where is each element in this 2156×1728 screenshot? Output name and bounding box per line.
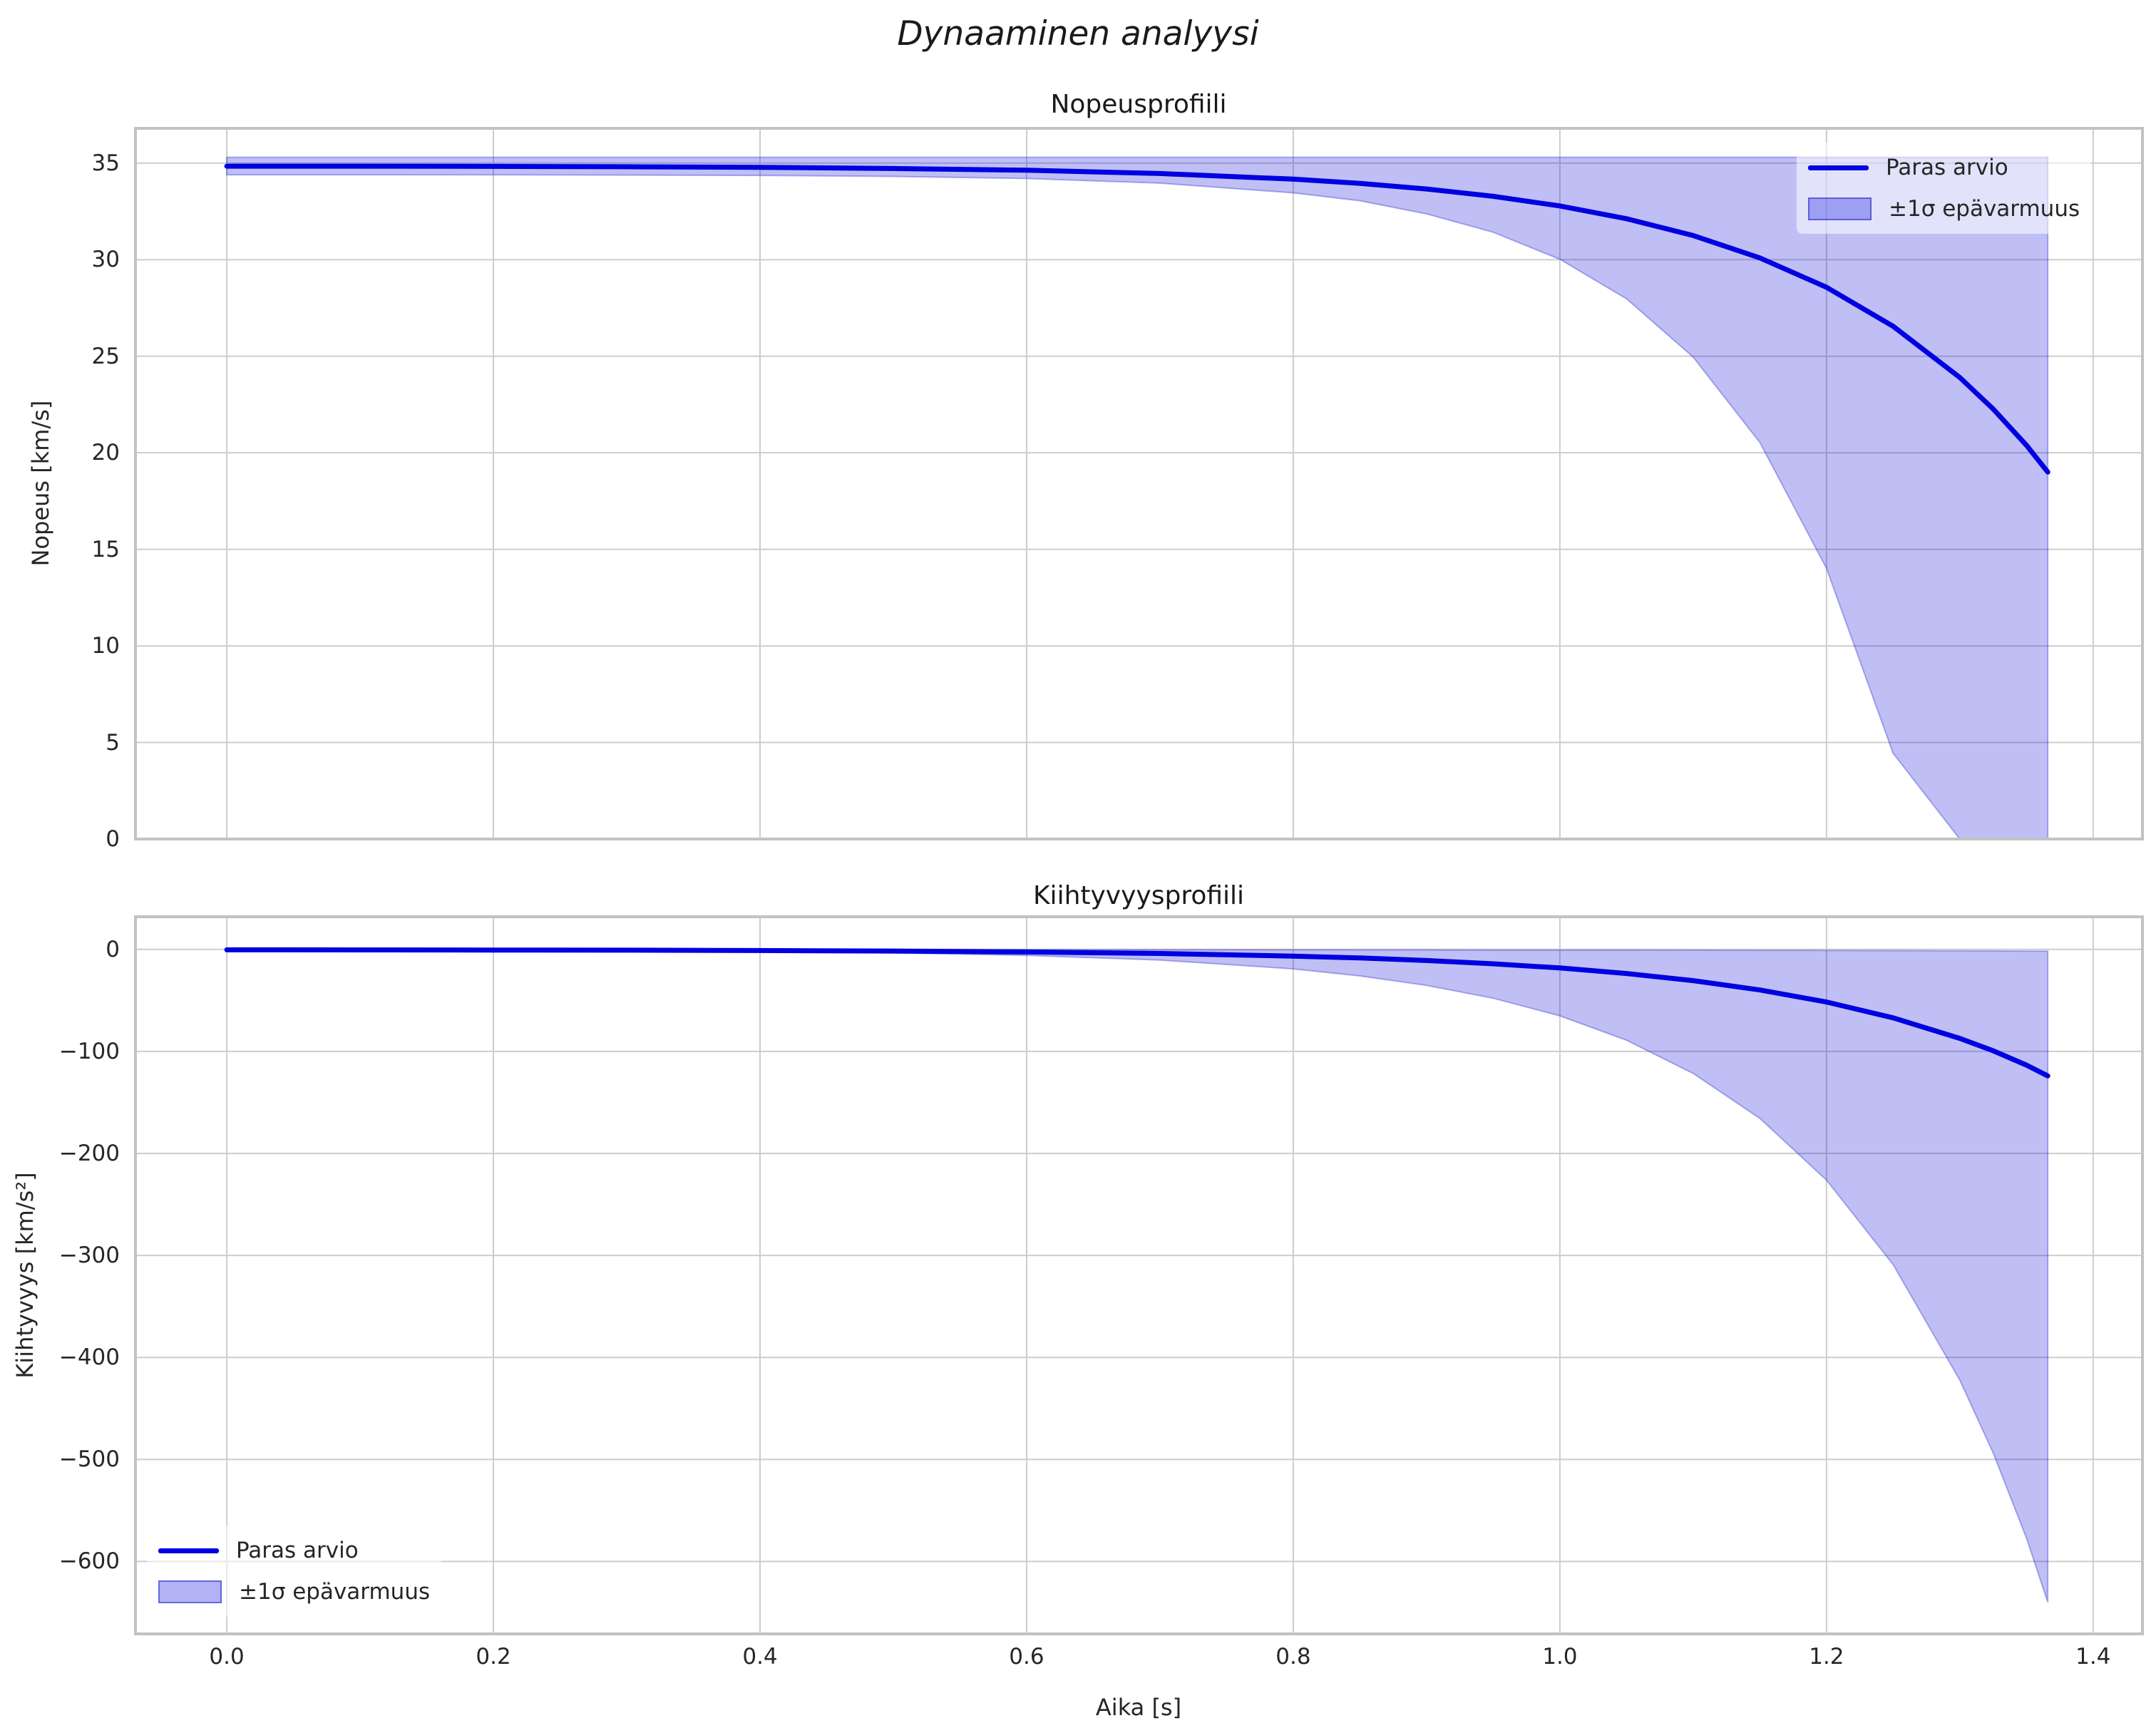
y-tick-label: −500 [58,1446,120,1473]
x-tick-label: 0.8 [1275,1644,1311,1670]
legend-line-swatch [158,1548,219,1553]
y-tick-label: 25 [91,343,120,369]
y-tick-label: 0 [106,936,120,962]
legend-band-swatch [1808,197,1872,220]
y-tick-label: −300 [58,1243,120,1269]
main-title: Dynaaminen analyysi [897,14,1259,53]
legend-label: ±1σ epävarmuus [239,1579,431,1605]
x-axis-label: Aika [s] [1095,1694,1182,1721]
y-tick-label: 20 [91,440,120,466]
grid-layer [135,128,2142,840]
legend-row: Paras arvio [1808,147,2080,188]
x-tick-label: 0.0 [209,1644,245,1670]
legend-acceleration: Paras arvio ±1σ epävarmuus [147,1526,442,1617]
uncertainty-band [226,949,2049,1603]
subplot-title-acceleration: Kiihtyvyysprofiili [1032,881,1245,910]
y-axis-label-velocity: Nopeus [km/s] [27,400,54,567]
y-tick-label: 5 [106,729,120,756]
best-estimate-line [224,947,2050,1079]
legend-label: ±1σ epävarmuus [1889,196,2080,222]
y-axis-label-acceleration: Kiihtyvyys [km/s²] [11,1172,38,1379]
y-tick-label: −400 [58,1344,120,1371]
y-tick-label: 35 [91,150,120,176]
y-tick-label: 30 [91,247,120,273]
legend-velocity: Paras arvio ±1σ epävarmuus [1797,143,2092,234]
axes-frame [134,127,2144,840]
x-tick-label: 0.6 [1009,1644,1044,1670]
legend-row: Paras arvio [158,1530,430,1571]
y-tick-label: −600 [58,1548,120,1575]
legend-line-swatch [1808,165,1869,170]
y-tick-label: 0 [106,826,120,852]
y-tick-label: −200 [58,1140,120,1166]
x-tick-label: 1.2 [1809,1644,1844,1670]
x-tick-label: 1.0 [1542,1644,1578,1670]
x-tick-label: 0.4 [742,1644,778,1670]
subplot-0 [134,127,2144,840]
x-tick-label: 1.4 [2075,1644,2111,1670]
legend-label: Paras arvio [236,1538,359,1563]
y-tick-label: 15 [91,536,120,562]
legend-band-swatch [158,1580,222,1603]
grid-layer [135,917,2142,1634]
legend-row: ±1σ epävarmuus [1808,188,2080,230]
legend-row: ±1σ epävarmuus [158,1571,430,1613]
x-tick-label: 0.2 [476,1644,511,1670]
y-tick-label: 10 [91,633,120,659]
subplot-1 [134,915,2144,1635]
axes-frame [134,915,2144,1635]
legend-label: Paras arvio [1886,155,2008,180]
y-tick-label: −100 [58,1038,120,1064]
best-estimate-line [224,163,2050,475]
subplot-title-velocity: Nopeusprofiili [1050,90,1227,119]
